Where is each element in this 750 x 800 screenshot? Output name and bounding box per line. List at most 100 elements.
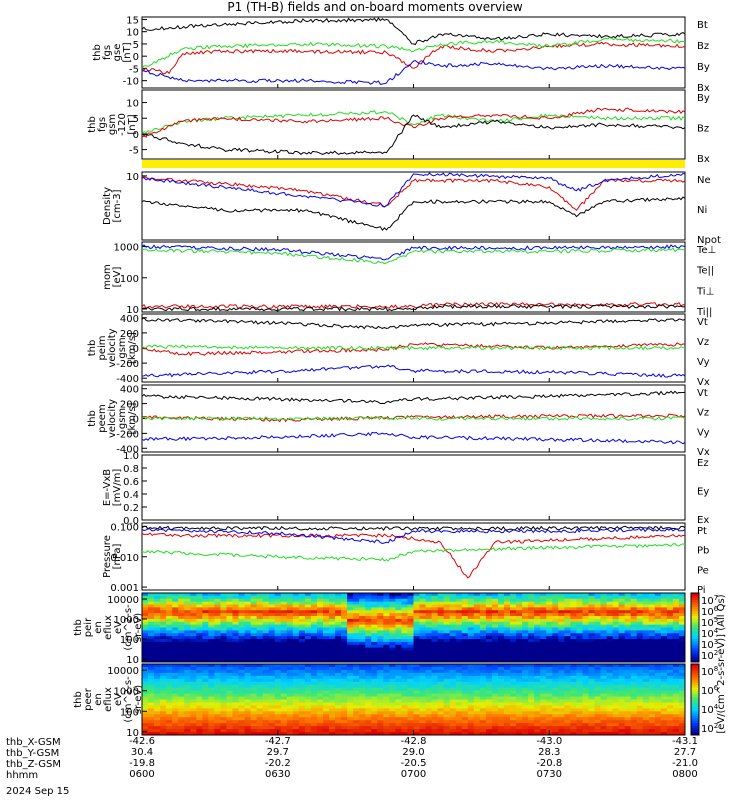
spectrogram-cell xyxy=(298,696,306,700)
spectrogram-cell xyxy=(558,647,565,651)
spectrogram-cell xyxy=(642,675,650,680)
spectrogram-cell xyxy=(377,687,384,692)
spectrogram-cell xyxy=(431,696,439,700)
spectrogram-cell xyxy=(582,699,589,703)
spectrogram-cell xyxy=(244,607,251,611)
spectrogram-cell xyxy=(353,627,360,631)
spectrogram-cell xyxy=(558,659,565,663)
footer-value-z: -19.8 xyxy=(129,758,155,769)
spectrogram-cell xyxy=(648,604,656,608)
spectrogram-cell xyxy=(244,699,251,703)
spectrogram-cell xyxy=(660,729,668,733)
spectrogram-cell xyxy=(208,711,215,715)
spectrogram-cell xyxy=(268,598,276,603)
spectrogram-cell xyxy=(347,664,354,668)
spectrogram-cell xyxy=(425,607,432,611)
spectrogram-cell xyxy=(528,624,535,628)
spectrogram-cell xyxy=(256,720,264,724)
spectrogram-cell xyxy=(172,604,179,608)
spectrogram-cell xyxy=(148,666,155,671)
spectrogram-cell xyxy=(262,627,270,631)
spectrogram-cell xyxy=(208,636,215,640)
spectrogram-cell xyxy=(154,696,161,700)
spectrogram-cell xyxy=(178,647,185,651)
spectrogram-cell xyxy=(624,604,632,608)
spectrogram-cell xyxy=(166,729,173,733)
spectrogram-cell xyxy=(654,633,662,637)
spectrogram-cell xyxy=(190,684,197,689)
spectrogram-cell xyxy=(341,669,348,674)
spectrogram-cell xyxy=(256,636,264,640)
spectrogram-cell xyxy=(558,595,565,600)
spectrogram-cell xyxy=(214,699,221,703)
spectrogram-cell xyxy=(576,672,583,677)
spectrogram-cell xyxy=(190,598,197,603)
spectrogram-cell xyxy=(582,607,589,611)
spectrogram-cell xyxy=(166,675,173,680)
spectrogram-cell xyxy=(148,610,155,614)
spectrogram-cell xyxy=(274,610,282,614)
spectrogram-cell xyxy=(467,610,475,614)
spectrogram-cell xyxy=(407,641,414,646)
spectrogram-cell xyxy=(455,690,463,694)
spectrogram-cell xyxy=(516,693,523,697)
ytick-label: 10 xyxy=(126,99,139,110)
spectrogram-cell xyxy=(594,723,601,727)
spectrogram-cell xyxy=(359,656,366,660)
spectrogram-cell xyxy=(497,720,505,724)
spectrogram-cell xyxy=(672,702,680,706)
spectrogram-cell xyxy=(262,717,270,721)
spectrogram-cell xyxy=(624,723,632,727)
spectrogram-cell xyxy=(624,593,632,597)
spectrogram-cell xyxy=(497,714,505,718)
spectrogram-cell xyxy=(347,690,354,694)
spectrogram-cell xyxy=(154,687,161,692)
spectrogram-cell xyxy=(636,644,644,649)
spectrogram-cell xyxy=(154,726,161,730)
spectrogram-cell xyxy=(642,693,650,697)
spectrogram-cell xyxy=(244,595,251,600)
spectrogram-cell xyxy=(407,702,414,706)
spectrogram-cell xyxy=(624,675,632,680)
spectrogram-cell xyxy=(461,601,469,605)
spectrogram-cell xyxy=(443,690,451,694)
spectrogram-cell xyxy=(407,639,414,643)
spectrogram-cell xyxy=(678,669,686,674)
spectrogram-cell xyxy=(455,729,463,733)
spectrogram-cell xyxy=(419,699,426,703)
spectrogram-cell xyxy=(672,666,680,671)
spectrogram-cell xyxy=(280,717,288,721)
spectrogram-cell xyxy=(329,705,336,709)
spectrogram-cell xyxy=(534,681,541,686)
footer-value-y: 30.4 xyxy=(131,747,153,758)
spectrogram-cell xyxy=(558,708,565,712)
spectrogram-cell xyxy=(473,705,481,709)
spectrogram-cell xyxy=(142,636,149,640)
spectrogram-cell xyxy=(202,699,209,703)
ylabel: thb peir en eflux eV (cm^2-s-sr-eV) xyxy=(73,604,144,651)
spectrogram-cell xyxy=(425,675,432,680)
spectrogram-cell xyxy=(588,656,595,660)
spectrogram-cell xyxy=(347,720,354,724)
spectrogram-cell xyxy=(298,720,306,724)
spectrogram-cell xyxy=(546,690,553,694)
spectrogram-cell xyxy=(365,630,372,634)
spectrogram-cell xyxy=(449,610,457,614)
spectrogram-cell xyxy=(576,723,583,727)
spectrogram-cell xyxy=(516,702,523,706)
spectrogram-cell xyxy=(401,664,408,668)
series-line-Pt xyxy=(141,525,686,531)
spectrogram-cell xyxy=(377,702,384,706)
spectrogram-cell xyxy=(274,621,282,626)
spectrogram-cell xyxy=(395,627,402,631)
spectrogram-cell xyxy=(304,708,312,712)
spectrogram-cell xyxy=(310,601,318,605)
spectrogram-cell xyxy=(148,656,155,660)
spectrogram-cell xyxy=(256,653,264,657)
spectrogram-cell xyxy=(678,714,686,718)
spectrogram-cell xyxy=(461,684,469,689)
spectrogram-cell xyxy=(280,732,288,736)
spectrogram-cell xyxy=(654,675,662,680)
spectrogram-cell xyxy=(148,687,155,692)
spectrogram-cell xyxy=(341,616,348,620)
